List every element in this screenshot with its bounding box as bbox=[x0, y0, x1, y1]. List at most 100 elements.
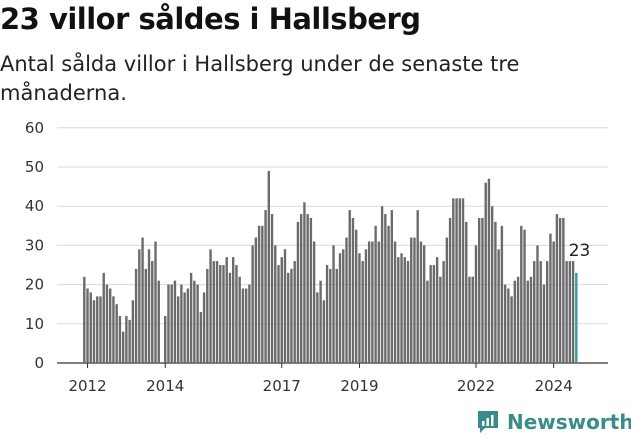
newsworthy-logo: Newsworthy bbox=[476, 409, 631, 435]
bar bbox=[374, 225, 377, 363]
bar bbox=[529, 276, 533, 363]
bar bbox=[86, 288, 89, 363]
x-tick-label: 2019 bbox=[340, 377, 378, 395]
bar bbox=[287, 272, 290, 363]
bar bbox=[562, 217, 565, 363]
bar bbox=[141, 237, 144, 363]
bar bbox=[202, 292, 206, 363]
bar bbox=[358, 253, 361, 363]
bar bbox=[219, 265, 222, 363]
y-tick-label: 50 bbox=[25, 158, 44, 176]
bar bbox=[380, 206, 384, 363]
bar bbox=[500, 225, 504, 363]
bar bbox=[565, 261, 568, 363]
brand-name: Newsworthy bbox=[507, 410, 631, 434]
data-label-latest: 23 bbox=[569, 241, 591, 261]
bar bbox=[455, 198, 458, 363]
bar bbox=[105, 284, 109, 363]
y-tick-label: 40 bbox=[25, 197, 44, 215]
bar bbox=[176, 296, 180, 363]
bar bbox=[96, 296, 99, 363]
bar bbox=[461, 198, 465, 363]
bar bbox=[244, 288, 248, 363]
bar bbox=[196, 284, 199, 363]
bar bbox=[138, 249, 141, 363]
bar bbox=[523, 229, 526, 363]
bar bbox=[264, 210, 267, 363]
bar bbox=[387, 225, 390, 363]
bar bbox=[92, 300, 96, 363]
bar bbox=[274, 245, 277, 363]
bar bbox=[283, 249, 287, 363]
bar bbox=[542, 284, 546, 363]
bar bbox=[270, 214, 274, 363]
page-title: 23 villor såldes i Hallsberg bbox=[0, 2, 421, 36]
x-tick-label: 2012 bbox=[68, 377, 106, 395]
bar bbox=[147, 249, 151, 363]
bar bbox=[390, 210, 394, 363]
bar bbox=[393, 241, 397, 363]
bar bbox=[154, 241, 157, 363]
bar bbox=[410, 237, 413, 363]
bar bbox=[332, 245, 335, 363]
bar bbox=[435, 257, 439, 363]
bar bbox=[251, 245, 254, 363]
bar bbox=[497, 249, 500, 363]
bar bbox=[309, 217, 313, 363]
bar bbox=[348, 210, 351, 363]
bar bbox=[329, 268, 332, 363]
bar bbox=[416, 210, 419, 363]
bar bbox=[173, 280, 177, 363]
bar bbox=[355, 229, 358, 363]
bar bbox=[367, 241, 371, 363]
bar bbox=[115, 304, 118, 363]
bar bbox=[351, 217, 355, 363]
bar bbox=[400, 253, 403, 363]
bar bbox=[478, 217, 481, 363]
bar bbox=[312, 241, 316, 363]
bar bbox=[128, 319, 131, 363]
bar bbox=[228, 272, 232, 363]
bar bbox=[248, 284, 251, 363]
bar bbox=[293, 261, 296, 363]
bar bbox=[261, 225, 264, 363]
bar bbox=[539, 261, 542, 363]
bar bbox=[206, 268, 209, 363]
bar bbox=[465, 221, 468, 363]
bar bbox=[189, 272, 193, 363]
y-tick-label: 20 bbox=[25, 276, 44, 294]
bar bbox=[183, 292, 186, 363]
bar bbox=[238, 276, 241, 363]
bar bbox=[422, 245, 426, 363]
bar bbox=[403, 257, 406, 363]
x-tick-label: 2017 bbox=[263, 377, 301, 395]
bar bbox=[296, 221, 300, 363]
bar bbox=[439, 276, 442, 363]
bar bbox=[384, 214, 387, 363]
bar-chart: 0 10 20 30 40 50 60 2012 2014 2017 2019 2022 2024 23 bbox=[25, 119, 608, 395]
x-tick-label: 2024 bbox=[535, 377, 573, 395]
bar bbox=[468, 276, 471, 363]
bar bbox=[157, 280, 160, 363]
bar bbox=[471, 276, 474, 363]
bar bbox=[533, 261, 536, 363]
bar bbox=[222, 265, 225, 363]
bar bbox=[180, 284, 183, 363]
bar bbox=[429, 265, 432, 363]
x-tick-label: 2014 bbox=[146, 377, 184, 395]
bar bbox=[232, 257, 235, 363]
bar bbox=[397, 257, 400, 363]
bar bbox=[121, 331, 125, 363]
bar bbox=[361, 261, 364, 363]
y-tick-label: 60 bbox=[25, 119, 44, 137]
bar bbox=[516, 276, 520, 363]
bar bbox=[494, 221, 497, 363]
bar bbox=[513, 280, 517, 363]
bar bbox=[448, 217, 452, 363]
bar bbox=[193, 280, 196, 363]
bar bbox=[520, 225, 523, 363]
bar bbox=[549, 233, 552, 363]
bar bbox=[254, 237, 258, 363]
bar bbox=[325, 265, 329, 363]
bar bbox=[338, 253, 342, 363]
